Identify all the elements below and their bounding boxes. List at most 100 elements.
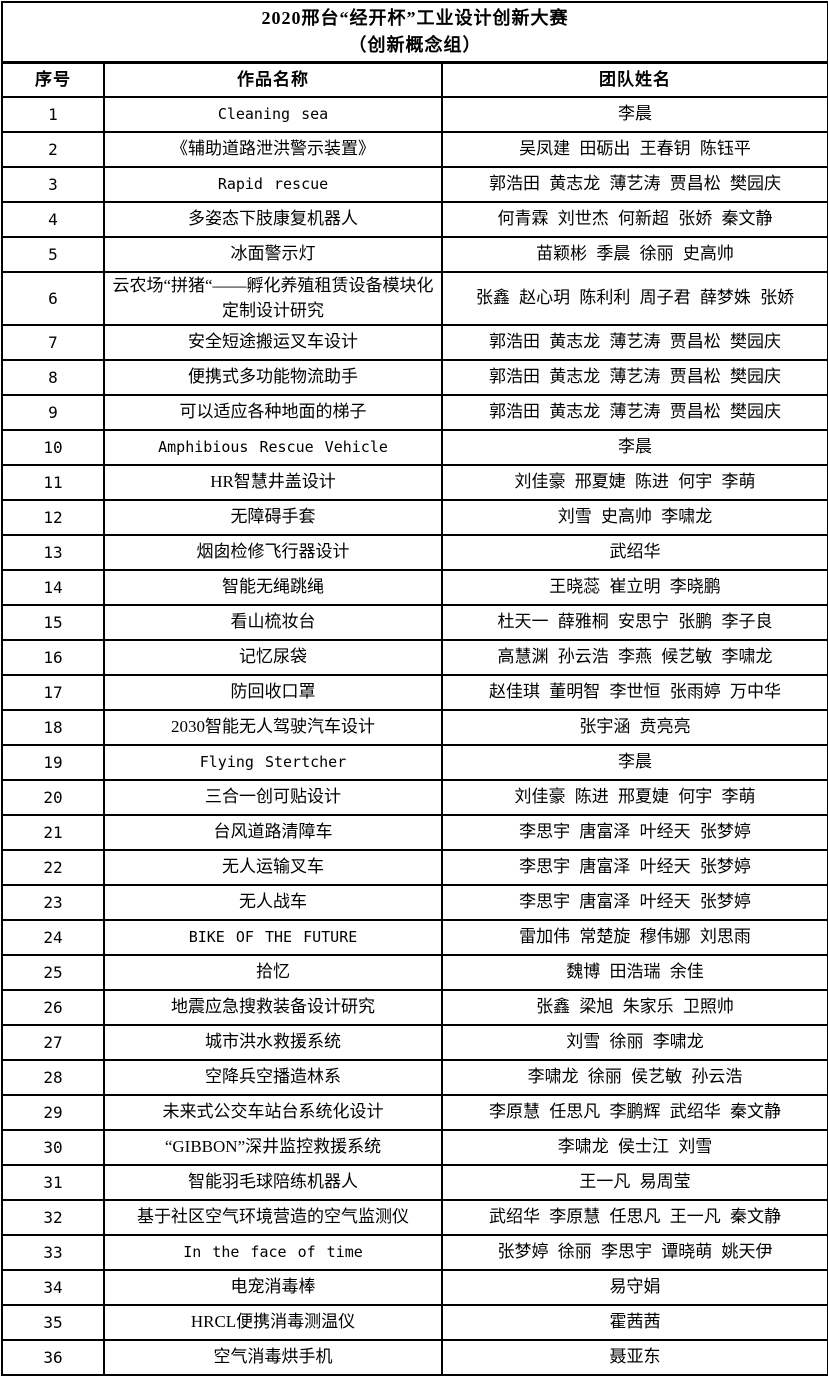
row-work: 拾忆 bbox=[103, 954, 443, 992]
row-team: 霍茜茜 bbox=[441, 1304, 828, 1342]
table-row: 8 便携式多功能物流助手 郭浩田 黄志龙 薄艺涛 贾昌松 樊园庆 bbox=[1, 359, 828, 397]
row-work: 记忆尿袋 bbox=[103, 639, 443, 677]
row-work: HRCL便携消毒测温仪 bbox=[103, 1304, 443, 1342]
row-team: 李思宇 唐富泽 叶经天 张梦婷 bbox=[441, 849, 828, 887]
row-work: 看山梳妆台 bbox=[103, 604, 443, 642]
table-row: 26 地震应急搜救装备设计研究 张鑫 梁旭 朱家乐 卫照帅 bbox=[1, 989, 828, 1027]
row-no: 17 bbox=[1, 674, 105, 712]
row-team: 高慧渊 孙云浩 李燕 候艺敏 李啸龙 bbox=[441, 639, 828, 677]
table-row: 6 云农场“拼猪“——孵化养殖租赁设备模块化定制设计研究 张鑫 赵心玥 陈利利 … bbox=[1, 270, 828, 327]
table-row: 22 无人运输叉车 李思宇 唐富泽 叶经天 张梦婷 bbox=[1, 849, 828, 887]
row-work: 便携式多功能物流助手 bbox=[103, 359, 443, 397]
table-row: 19 Flying Stertcher 李晨 bbox=[1, 744, 828, 782]
row-team: 何青霖 刘世杰 何新超 张娇 秦文静 bbox=[441, 201, 828, 238]
row-no: 33 bbox=[1, 1234, 105, 1272]
row-team: 李原慧 任思凡 李鹏辉 武绍华 秦文静 bbox=[441, 1094, 828, 1132]
row-no: 30 bbox=[1, 1129, 105, 1167]
table-row: 20 三合一创可贴设计 刘佳豪 陈进 邢夏婕 何宇 李萌 bbox=[1, 779, 828, 817]
table-row: 14 智能无绳跳绳 王晓蕊 崔立明 李晓鹏 bbox=[1, 569, 828, 607]
row-no: 34 bbox=[1, 1269, 105, 1307]
row-no: 31 bbox=[1, 1164, 105, 1202]
row-work: “GIBBON”深井监控救援系统 bbox=[103, 1129, 443, 1167]
row-no: 16 bbox=[1, 639, 105, 677]
row-work: 冰面警示灯 bbox=[103, 236, 443, 273]
table-row: 24 BIKE OF THE FUTURE 雷加伟 常楚旋 穆伟娜 刘思雨 bbox=[1, 919, 828, 957]
row-no: 28 bbox=[1, 1059, 105, 1097]
row-work: 《辅助道路泄洪警示装置》 bbox=[103, 131, 443, 168]
row-team: 李思宇 唐富泽 叶经天 张梦婷 bbox=[441, 884, 828, 922]
row-team: 杜天一 薛雅桐 安思宁 张鹏 李子良 bbox=[441, 604, 828, 642]
column-header-work: 作品名称 bbox=[103, 61, 443, 98]
row-no: 5 bbox=[1, 236, 105, 273]
row-work: 无障碍手套 bbox=[103, 499, 443, 537]
row-no: 8 bbox=[1, 359, 105, 397]
row-team: 武绍华 bbox=[441, 534, 828, 572]
row-team: 张鑫 赵心玥 陈利利 周子君 薛梦姝 张娇 bbox=[441, 270, 828, 327]
row-work: HR智慧井盖设计 bbox=[103, 464, 443, 502]
row-no: 19 bbox=[1, 744, 105, 782]
row-work: 三合一创可贴设计 bbox=[103, 779, 443, 817]
row-work: 智能羽毛球陪练机器人 bbox=[103, 1164, 443, 1202]
row-no: 25 bbox=[1, 954, 105, 992]
row-work: 智能无绳跳绳 bbox=[103, 569, 443, 607]
row-team: 刘佳豪 陈进 邢夏婕 何宇 李萌 bbox=[441, 779, 828, 817]
row-work: 无人战车 bbox=[103, 884, 443, 922]
row-team: 郭浩田 黄志龙 薄艺涛 贾昌松 樊园庆 bbox=[441, 359, 828, 397]
row-work: 地震应急搜救装备设计研究 bbox=[103, 989, 443, 1027]
table-row: 35 HRCL便携消毒测温仪 霍茜茜 bbox=[1, 1304, 828, 1342]
row-no: 1 bbox=[1, 96, 105, 133]
table-row: 31 智能羽毛球陪练机器人 王一凡 易周莹 bbox=[1, 1164, 828, 1202]
row-no: 36 bbox=[1, 1339, 105, 1377]
table-row: 17 防回收口罩 赵佳琪 董明智 李世恒 张雨婷 万中华 bbox=[1, 674, 828, 712]
row-no: 29 bbox=[1, 1094, 105, 1132]
row-team: 李晨 bbox=[441, 744, 828, 782]
row-work: BIKE OF THE FUTURE bbox=[103, 919, 443, 957]
table-row: 3 Rapid rescue 郭浩田 黄志龙 薄艺涛 贾昌松 樊园庆 bbox=[1, 166, 828, 203]
row-team: 张鑫 梁旭 朱家乐 卫照帅 bbox=[441, 989, 828, 1027]
row-team: 赵佳琪 董明智 李世恒 张雨婷 万中华 bbox=[441, 674, 828, 712]
row-team: 雷加伟 常楚旋 穆伟娜 刘思雨 bbox=[441, 919, 828, 957]
row-team: 王一凡 易周莹 bbox=[441, 1164, 828, 1202]
table-row: 7 安全短途搬运叉车设计 郭浩田 黄志龙 薄艺涛 贾昌松 樊园庆 bbox=[1, 324, 828, 362]
row-team: 张宇涵 贲亮亮 bbox=[441, 709, 828, 747]
row-work: In the face of time bbox=[103, 1234, 443, 1272]
table-row: 30 “GIBBON”深井监控救援系统 李啸龙 侯士江 刘雪 bbox=[1, 1129, 828, 1167]
row-team: 刘雪 史高帅 李啸龙 bbox=[441, 499, 828, 537]
column-header-team: 团队姓名 bbox=[441, 61, 828, 98]
row-no: 2 bbox=[1, 131, 105, 168]
table-row: 25 拾忆 魏博 田浩瑞 余佳 bbox=[1, 954, 828, 992]
row-work: 城市洪水救援系统 bbox=[103, 1024, 443, 1062]
title-row: 2020邢台“经开杯”工业设计创新大赛 （创新概念组） bbox=[1, 1, 828, 64]
column-header-no: 序号 bbox=[1, 61, 105, 98]
row-no: 18 bbox=[1, 709, 105, 747]
row-work: 无人运输叉车 bbox=[103, 849, 443, 887]
row-work: 基于社区空气环境营造的空气监测仪 bbox=[103, 1199, 443, 1237]
row-work: 烟囱检修飞行器设计 bbox=[103, 534, 443, 572]
row-no: 10 bbox=[1, 429, 105, 467]
row-work: 空气消毒烘手机 bbox=[103, 1339, 443, 1377]
row-team: 郭浩田 黄志龙 薄艺涛 贾昌松 樊园庆 bbox=[441, 394, 828, 432]
row-team: 李晨 bbox=[441, 429, 828, 467]
table-row: 15 看山梳妆台 杜天一 薛雅桐 安思宁 张鹏 李子良 bbox=[1, 604, 828, 642]
row-no: 9 bbox=[1, 394, 105, 432]
table-row: 34 电宠消毒棒 易守娟 bbox=[1, 1269, 828, 1307]
row-team: 魏博 田浩瑞 余佳 bbox=[441, 954, 828, 992]
table-row: 33 In the face of time 张梦婷 徐丽 李思宇 谭晓萌 姚天… bbox=[1, 1234, 828, 1272]
table-row: 36 空气消毒烘手机 聂亚东 bbox=[1, 1339, 828, 1377]
row-no: 35 bbox=[1, 1304, 105, 1342]
row-no: 26 bbox=[1, 989, 105, 1027]
row-team: 王晓蕊 崔立明 李晓鹏 bbox=[441, 569, 828, 607]
row-team: 郭浩田 黄志龙 薄艺涛 贾昌松 樊园庆 bbox=[441, 166, 828, 203]
row-no: 14 bbox=[1, 569, 105, 607]
table-row: 1 Cleaning sea 李晨 bbox=[1, 96, 828, 133]
row-no: 22 bbox=[1, 849, 105, 887]
table-row: 28 空降兵空播造林系 李啸龙 徐丽 侯艺敏 孙云浩 bbox=[1, 1059, 828, 1097]
table-row: 5 冰面警示灯 苗颖彬 季晨 徐丽 史高帅 bbox=[1, 236, 828, 273]
row-no: 7 bbox=[1, 324, 105, 362]
row-team: 李啸龙 徐丽 侯艺敏 孙云浩 bbox=[441, 1059, 828, 1097]
table-row: 4 多姿态下肢康复机器人 何青霖 刘世杰 何新超 张娇 秦文静 bbox=[1, 201, 828, 238]
row-no: 15 bbox=[1, 604, 105, 642]
row-no: 24 bbox=[1, 919, 105, 957]
table-row: 29 未来式公交车站台系统化设计 李原慧 任思凡 李鹏辉 武绍华 秦文静 bbox=[1, 1094, 828, 1132]
